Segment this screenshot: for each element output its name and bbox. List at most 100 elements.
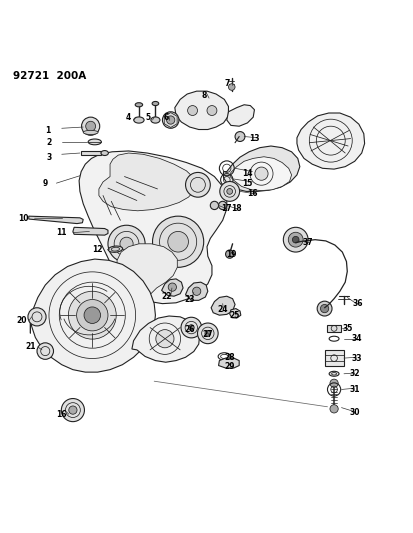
Circle shape	[85, 122, 95, 131]
Circle shape	[188, 325, 194, 330]
Circle shape	[76, 300, 108, 331]
Text: 27: 27	[202, 330, 213, 339]
Circle shape	[120, 237, 133, 251]
Circle shape	[152, 216, 203, 268]
Text: 5: 5	[145, 112, 151, 122]
Circle shape	[192, 287, 200, 295]
Text: 33: 33	[350, 353, 361, 362]
Circle shape	[167, 231, 188, 252]
Text: 7: 7	[223, 79, 229, 88]
Text: 10: 10	[18, 214, 28, 223]
Text: 24: 24	[217, 305, 228, 314]
Ellipse shape	[135, 103, 142, 107]
Text: 23: 23	[184, 295, 195, 304]
Text: 13: 13	[249, 134, 259, 143]
Circle shape	[282, 227, 307, 252]
Text: 15: 15	[242, 179, 252, 188]
Text: 16: 16	[56, 410, 67, 419]
Circle shape	[187, 106, 197, 116]
Circle shape	[162, 112, 178, 128]
Ellipse shape	[152, 101, 158, 106]
Text: 12: 12	[92, 246, 103, 254]
Circle shape	[185, 172, 210, 197]
Polygon shape	[327, 325, 340, 332]
Polygon shape	[211, 296, 235, 315]
Text: 35: 35	[341, 324, 351, 333]
Polygon shape	[30, 259, 155, 372]
Circle shape	[37, 343, 53, 359]
Circle shape	[180, 317, 201, 338]
Circle shape	[68, 291, 116, 339]
Polygon shape	[226, 105, 254, 126]
Text: 8: 8	[201, 91, 206, 100]
Polygon shape	[324, 350, 343, 366]
Circle shape	[226, 189, 232, 195]
Circle shape	[218, 201, 226, 209]
Text: 92721  200A: 92721 200A	[13, 70, 86, 80]
Circle shape	[254, 167, 268, 180]
Ellipse shape	[88, 139, 101, 145]
Circle shape	[320, 304, 328, 313]
Circle shape	[81, 117, 100, 135]
Circle shape	[219, 182, 239, 201]
Polygon shape	[79, 151, 226, 304]
Text: 26: 26	[184, 325, 195, 334]
Polygon shape	[230, 157, 291, 191]
Text: 19: 19	[225, 249, 235, 259]
Circle shape	[166, 116, 174, 124]
Ellipse shape	[150, 117, 159, 123]
Text: 31: 31	[349, 385, 359, 394]
Circle shape	[228, 84, 235, 90]
Polygon shape	[218, 358, 239, 368]
Circle shape	[168, 283, 176, 291]
Text: 22: 22	[161, 292, 171, 301]
Circle shape	[210, 201, 218, 209]
Text: 21: 21	[25, 343, 36, 351]
Circle shape	[108, 225, 145, 262]
Text: 25: 25	[229, 311, 240, 320]
Text: 1: 1	[45, 126, 51, 135]
Circle shape	[28, 308, 46, 326]
Polygon shape	[132, 316, 199, 362]
Text: 20: 20	[16, 317, 26, 326]
Text: 16: 16	[247, 189, 257, 198]
Circle shape	[316, 301, 331, 316]
Circle shape	[61, 399, 84, 422]
Text: 18: 18	[231, 204, 242, 213]
Polygon shape	[229, 309, 240, 318]
Ellipse shape	[101, 150, 108, 156]
Circle shape	[84, 307, 100, 324]
Polygon shape	[117, 244, 177, 297]
Circle shape	[197, 323, 218, 344]
Text: 29: 29	[224, 362, 234, 371]
Ellipse shape	[83, 131, 98, 134]
Polygon shape	[185, 282, 207, 300]
Circle shape	[204, 330, 210, 336]
Text: 9: 9	[43, 179, 48, 188]
Circle shape	[235, 132, 244, 141]
Circle shape	[329, 405, 337, 413]
Text: 17: 17	[221, 204, 232, 213]
Circle shape	[292, 236, 298, 243]
Text: 14: 14	[242, 169, 252, 177]
Polygon shape	[99, 153, 195, 211]
Text: 4: 4	[126, 112, 131, 122]
Polygon shape	[223, 146, 299, 191]
Circle shape	[69, 406, 77, 414]
Text: 11: 11	[56, 228, 67, 237]
Ellipse shape	[328, 372, 338, 376]
Text: 6: 6	[163, 112, 168, 122]
Polygon shape	[73, 227, 108, 235]
Circle shape	[225, 250, 233, 259]
Polygon shape	[28, 216, 83, 223]
Text: 30: 30	[349, 408, 359, 417]
Text: 34: 34	[350, 334, 361, 343]
Polygon shape	[161, 279, 183, 296]
Text: 3: 3	[47, 152, 52, 161]
Polygon shape	[81, 151, 100, 155]
Text: 32: 32	[349, 369, 359, 378]
Text: 28: 28	[224, 353, 235, 362]
Circle shape	[206, 106, 216, 116]
Circle shape	[287, 232, 302, 247]
Text: 37: 37	[302, 238, 313, 247]
